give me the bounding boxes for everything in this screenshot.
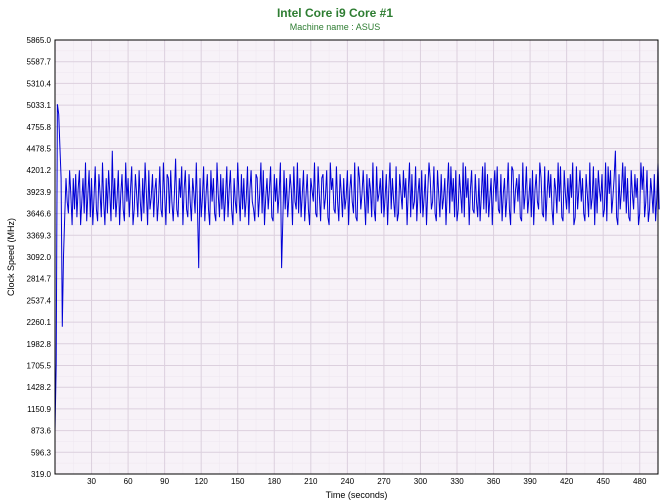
svg-text:2260.1: 2260.1 (27, 318, 52, 327)
svg-text:270: 270 (377, 477, 391, 486)
svg-text:Clock Speed (MHz): Clock Speed (MHz) (6, 218, 16, 296)
svg-text:2537.4: 2537.4 (27, 296, 52, 305)
svg-text:4478.5: 4478.5 (27, 145, 52, 154)
svg-text:2814.7: 2814.7 (27, 275, 52, 284)
svg-text:210: 210 (304, 477, 318, 486)
chart-subtitle: Machine name : ASUS (0, 22, 670, 32)
svg-text:4755.8: 4755.8 (27, 123, 52, 132)
svg-text:3092.0: 3092.0 (27, 253, 52, 262)
chart-container: 30 60 90 120 150 180 210 240 270 300 330 360 390 420 4… (0, 32, 670, 502)
svg-text:120: 120 (195, 477, 209, 486)
svg-text:3369.3: 3369.3 (27, 231, 52, 240)
svg-text:1428.2: 1428.2 (27, 383, 52, 392)
svg-text:319.0: 319.0 (31, 470, 52, 479)
svg-text:300: 300 (414, 477, 428, 486)
line-chart: 30 60 90 120 150 180 210 240 270 300 330 360 390 420 4… (0, 32, 670, 502)
svg-text:Time (seconds): Time (seconds) (326, 490, 388, 500)
svg-text:3923.9: 3923.9 (27, 188, 52, 197)
svg-text:240: 240 (341, 477, 355, 486)
svg-text:420: 420 (560, 477, 574, 486)
svg-text:3646.6: 3646.6 (27, 210, 52, 219)
svg-text:596.3: 596.3 (31, 448, 52, 457)
svg-text:5587.7: 5587.7 (27, 58, 52, 67)
chart-title: Intel Core i9 Core #1 (0, 6, 670, 20)
svg-text:450: 450 (597, 477, 611, 486)
svg-text:1150.9: 1150.9 (27, 405, 51, 414)
svg-text:90: 90 (160, 477, 169, 486)
svg-text:4201.2: 4201.2 (27, 166, 52, 175)
svg-text:5310.4: 5310.4 (27, 79, 52, 88)
svg-text:30: 30 (87, 477, 96, 486)
svg-text:5033.1: 5033.1 (27, 101, 52, 110)
svg-text:1982.8: 1982.8 (27, 340, 52, 349)
svg-text:480: 480 (633, 477, 647, 486)
svg-text:360: 360 (487, 477, 501, 486)
svg-text:873.6: 873.6 (31, 427, 52, 436)
svg-text:60: 60 (124, 477, 133, 486)
svg-text:150: 150 (231, 477, 245, 486)
svg-text:390: 390 (523, 477, 537, 486)
svg-text:330: 330 (450, 477, 464, 486)
svg-text:5865.0: 5865.0 (27, 36, 52, 45)
svg-text:180: 180 (268, 477, 282, 486)
svg-text:1705.5: 1705.5 (27, 362, 52, 371)
